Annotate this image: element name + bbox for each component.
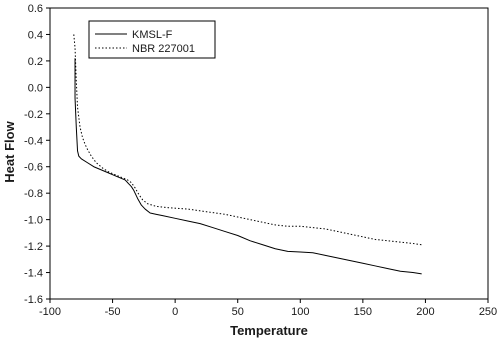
y-tick-label: 0.6 [28,3,43,15]
y-tick-label: -0.2 [24,109,43,121]
y-tick-label: 0.4 [28,29,43,41]
x-tick-label: -50 [105,306,121,318]
series-layer [73,34,422,275]
x-tick-label: 0 [172,306,178,318]
y-tick-label: -1.2 [24,241,43,253]
y-tick-label: 0.0 [28,82,43,94]
y-axis: 0.6 0.4 0.2 0.0 -0.2 -0.4 -0.6 -0.8 -1.0 -1.2 -1.4… [24,3,50,306]
x-axis-title: Temperature [230,323,308,338]
y-tick-label: -0.8 [24,188,43,200]
y-tick-label: -1.4 [24,268,43,280]
x-tick-label: 200 [416,306,434,318]
series-line-kmsl-f [74,58,422,275]
y-tick-label: 0.2 [28,56,43,68]
y-tick-label: -1.0 [24,215,43,227]
y-axis-title: Heat Flow [2,120,17,182]
legend-label-kmsl-f: KMSL-F [132,29,173,41]
legend: KMSL-F NBR 227001 [88,20,216,59]
x-tick-label: 100 [291,306,309,318]
y-tick-label: -1.6 [24,294,43,306]
y-tick-label: -0.4 [24,135,43,147]
legend-box [88,20,216,59]
x-tick-label: 50 [232,306,244,318]
y-tick-label: -0.6 [24,162,43,174]
x-tick-label: 150 [354,306,372,318]
x-axis: -100 -50 0 50 100 150 200 250 [39,299,497,318]
x-tick-label: 250 [479,306,497,318]
x-tick-label: -100 [39,306,61,318]
legend-label-nbr-227001: NBR 227001 [132,43,195,55]
